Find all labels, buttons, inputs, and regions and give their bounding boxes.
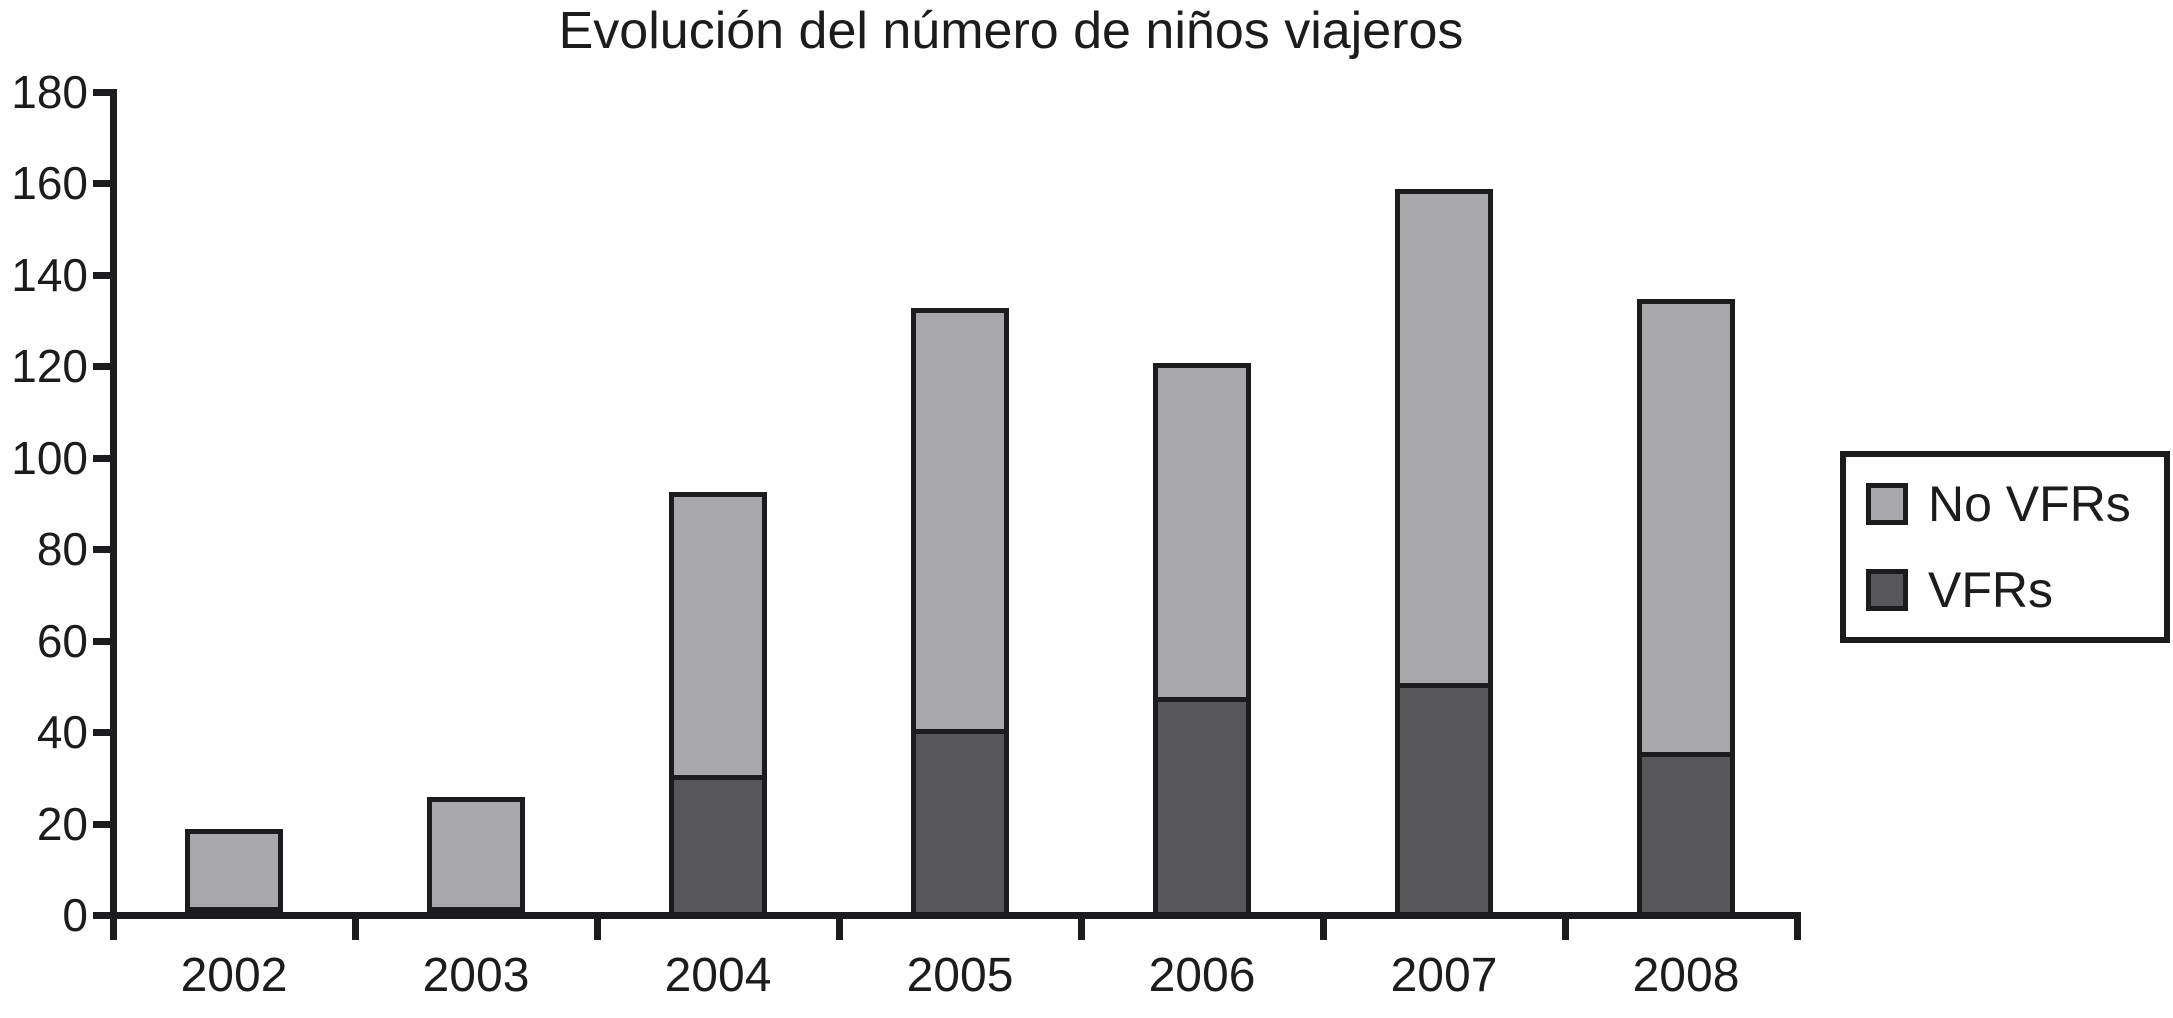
y-tick [93,729,110,736]
y-tick-label: 100 [11,432,88,484]
bar-2003-no-vfrs [427,797,525,907]
x-axis [110,912,1801,919]
x-tick [1794,919,1801,940]
x-tick [836,919,843,940]
bar-2007-no-vfrs [1395,189,1493,683]
bar-2008-no-vfrs [1637,299,1735,752]
bar-2008-vfrs [1637,752,1735,912]
bar-2005-no-vfrs [911,308,1009,729]
legend-swatch-no-vfrs [1866,483,1908,525]
y-tick-label: 160 [11,157,88,209]
bar-2006-no-vfrs [1153,363,1251,697]
y-tick-label: 60 [36,615,88,667]
y-tick [93,180,110,187]
x-axis-label-2007: 2007 [1390,949,1498,1002]
y-tick-label: 80 [36,523,88,575]
legend-item-vfrs: VFRs [1866,564,2164,616]
y-tick [93,546,110,553]
bar-2004-vfrs [669,775,767,912]
y-tick [93,455,110,462]
x-axis-label-2008: 2008 [1632,949,1740,1002]
bar-2005-vfrs [911,729,1009,912]
y-tick [93,272,110,279]
x-axis-label-2003: 2003 [422,949,530,1002]
legend: No VFRs VFRs [1840,451,2170,643]
y-axis [110,89,117,940]
bar-2002-vfrs [185,907,283,912]
legend-label-no-vfrs: No VFRs [1928,476,2131,532]
bar-2003-vfrs [427,907,525,912]
bar-2007-vfrs [1395,683,1493,912]
legend-label-vfrs: VFRs [1928,562,2053,618]
y-tick [93,821,110,828]
x-tick [1078,919,1085,940]
x-axis-label-2004: 2004 [664,949,772,1002]
y-tick [93,638,110,645]
x-tick [594,919,601,940]
bar-2002-no-vfrs [185,829,283,907]
x-axis-label-2002: 2002 [180,949,288,1002]
x-axis-label-2006: 2006 [1148,949,1256,1002]
x-tick [352,919,359,940]
y-tick-label: 140 [11,249,88,301]
bar-2006-vfrs [1153,697,1251,912]
y-tick [93,363,110,370]
legend-swatch-vfrs [1866,569,1908,611]
legend-item-no-vfrs: No VFRs [1866,478,2164,530]
y-tick-label: 120 [11,340,88,392]
y-tick-label: 20 [36,798,88,850]
x-axis-label-2005: 2005 [906,949,1014,1002]
chart-title: Evolución del número de niños viajeros [558,2,1464,60]
y-tick [93,89,110,96]
x-tick [1320,919,1327,940]
x-tick [1562,919,1569,940]
y-tick-label: 40 [36,706,88,758]
bar-2004-no-vfrs [669,492,767,775]
y-tick [93,912,110,919]
y-tick-label: 0 [62,889,88,941]
y-tick-label: 180 [11,66,88,118]
